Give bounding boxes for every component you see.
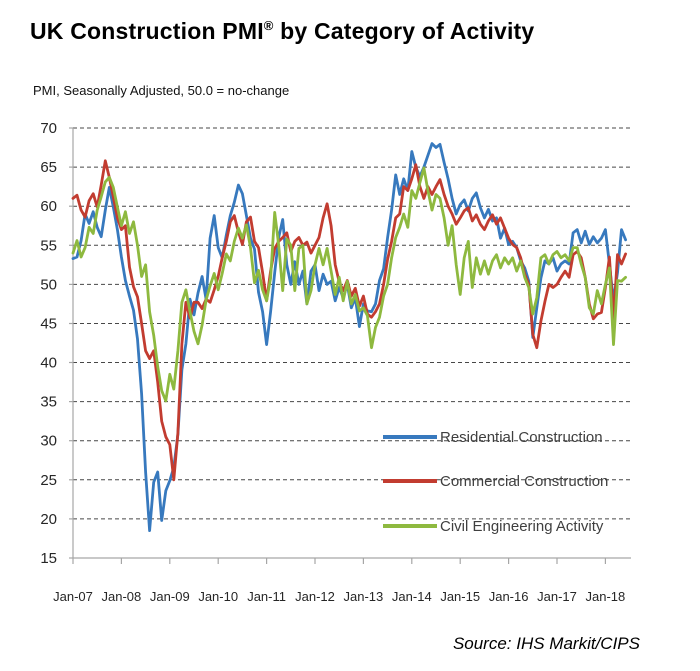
- y-axis-labels: 15 20 25 30 35 40 45 50 55 60 65 70: [40, 120, 57, 567]
- y-tick-label: 45: [40, 316, 57, 333]
- y-tick-label: 30: [40, 433, 57, 450]
- legend-label-residential-construction: Residential Construction: [440, 429, 603, 446]
- x-tick-label: Jan-08: [102, 589, 142, 604]
- x-tick-label: Jan-09: [150, 589, 190, 604]
- gridlines: [73, 127, 631, 520]
- y-tick-label: 20: [40, 511, 57, 528]
- x-tick-label: Jan-14: [392, 589, 432, 604]
- legend-item-commercial-construction: Commercial Construction: [383, 473, 608, 490]
- y-tick-label: 55: [40, 237, 57, 254]
- x-tick-label: Jan-16: [489, 589, 529, 604]
- x-tick-label: Jan-17: [537, 589, 577, 604]
- x-tick-label: Jan-10: [198, 589, 238, 604]
- x-tick-label: Jan-07: [53, 589, 93, 604]
- x-axis-labels: Jan-07 Jan-08 Jan-09 Jan-10 Jan-11 Jan-12 Jan-…: [53, 589, 625, 604]
- y-tick-label: 35: [40, 394, 57, 411]
- x-tick-label: Jan-15: [440, 589, 480, 604]
- title-rest: by Category of Activity: [273, 18, 535, 44]
- registered-trademark-symbol: ®: [263, 18, 274, 33]
- x-tick-label: Jan-18: [586, 589, 626, 604]
- y-tick-label: 15: [40, 550, 57, 567]
- legend-item-residential-construction: Residential Construction: [383, 429, 603, 446]
- title-main: UK Construction PMI: [30, 18, 264, 44]
- chart-subtitle: PMI, Seasonally Adjusted, 50.0 = no-chan…: [33, 83, 290, 98]
- source-credit: Source: IHS Markit/CIPS: [452, 634, 640, 653]
- y-tick-label: 25: [40, 472, 57, 489]
- legend-item-civil-engineering-activity: Civil Engineering Activity: [383, 518, 604, 535]
- x-tick-label: Jan-13: [344, 589, 384, 604]
- page-title: UK Construction PMI® by Category of Acti…: [30, 18, 534, 45]
- y-tick-label: 40: [40, 355, 57, 372]
- series-civil-engineering-activity-line: [71, 166, 627, 403]
- y-tick-label: 70: [40, 120, 57, 137]
- legend: Residential Construction Commercial Const…: [383, 429, 608, 535]
- x-tick-label: Jan-12: [295, 589, 335, 604]
- x-tick-label: Jan-11: [247, 589, 286, 604]
- y-tick-label: 65: [40, 159, 57, 176]
- y-tick-label: 50: [40, 276, 57, 293]
- y-tick-label: 60: [40, 198, 57, 215]
- legend-label-civil-engineering-activity: Civil Engineering Activity: [440, 518, 604, 535]
- legend-label-commercial-construction: Commercial Construction: [440, 473, 608, 490]
